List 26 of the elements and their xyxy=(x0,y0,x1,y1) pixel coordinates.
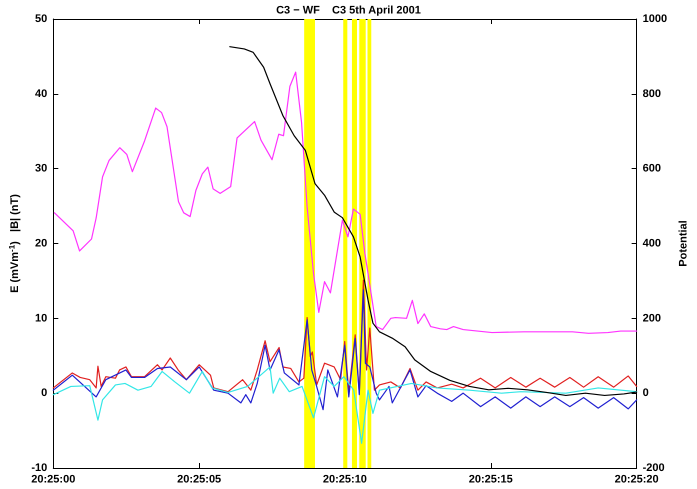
y2-axis-title: Potential xyxy=(678,220,690,267)
y2-tick-label: 200 xyxy=(642,312,661,324)
x-tick-label: 20:25:15 xyxy=(468,474,513,486)
line-series xyxy=(52,366,638,444)
line-series xyxy=(52,280,638,394)
y-tick-label: 30 xyxy=(35,162,48,175)
y-tick-label: 20 xyxy=(35,238,48,250)
x-tick-label: 20:25:10 xyxy=(322,474,367,486)
y-tick-label: 50 xyxy=(35,13,48,25)
y-tick-label: 40 xyxy=(35,88,48,100)
y2-tick-label: 800 xyxy=(642,88,661,100)
x-tick-label: 20:25:00 xyxy=(31,474,76,486)
y2-tick-label: 400 xyxy=(642,238,661,250)
y-axis-title: E (mVm-1) |B| (nT) xyxy=(8,194,21,293)
y2-tick-label: 0 xyxy=(642,387,649,400)
line-series xyxy=(54,72,638,334)
y2-tick-label: 600 xyxy=(642,162,661,175)
y-tick-label: 0 xyxy=(41,387,48,400)
x-tick-label: 20:25:20 xyxy=(614,474,659,486)
y2-tick-label: 1000 xyxy=(642,13,668,25)
y-tick-label: 10 xyxy=(35,312,48,324)
x-tick-label: 20:25:05 xyxy=(177,474,222,486)
y2-tick-label: -200 xyxy=(642,462,665,474)
line-series xyxy=(52,289,638,410)
y-tick-label: -10 xyxy=(31,462,48,474)
chart-title: C3 − WF C3 5th April 2001 xyxy=(276,4,421,16)
